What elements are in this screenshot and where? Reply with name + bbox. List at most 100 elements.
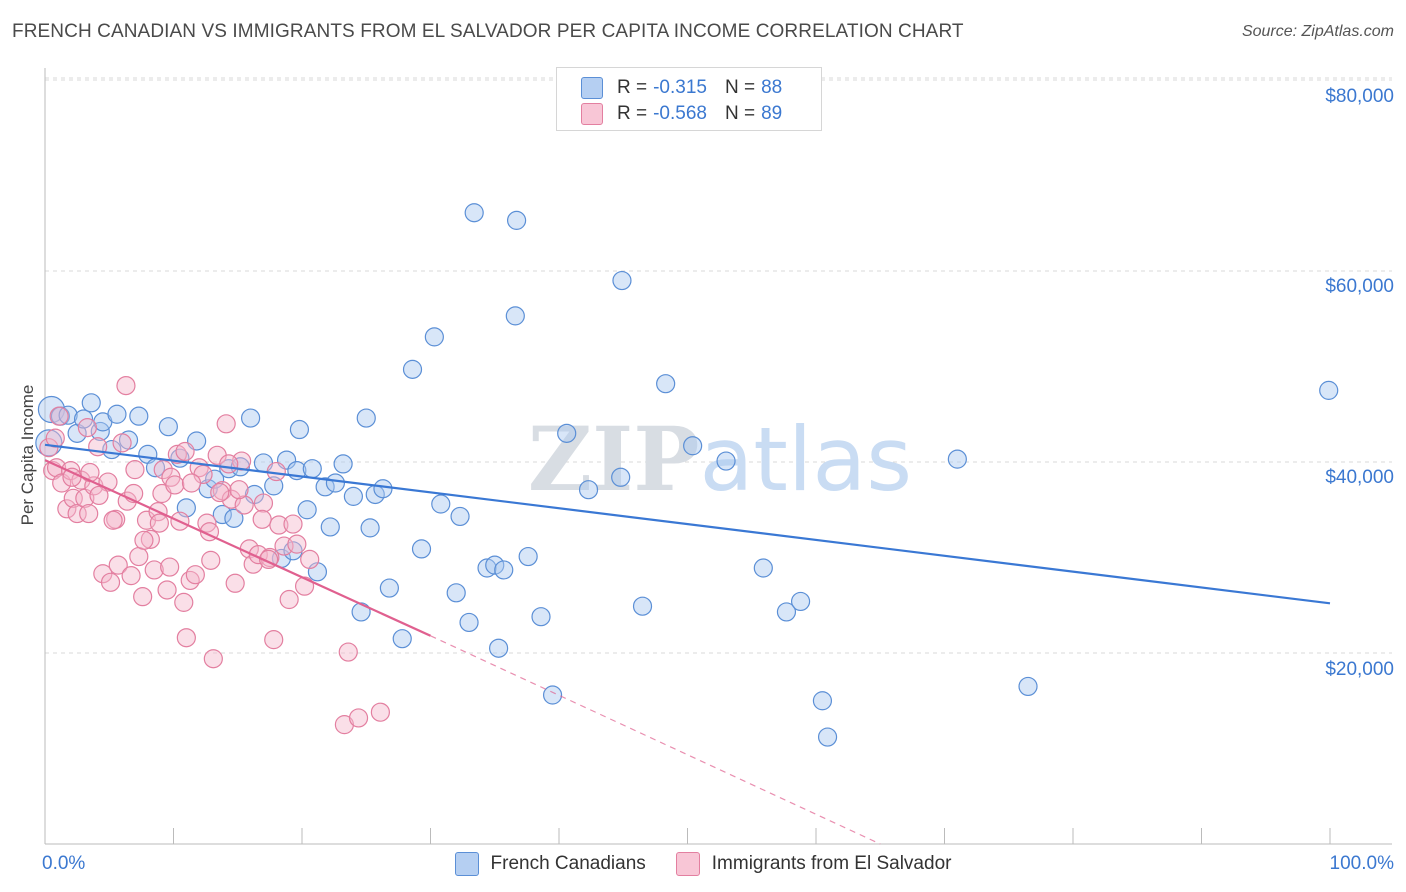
el-salvador-point (264, 630, 284, 650)
french-canadian-point (325, 473, 346, 493)
french-canadian-point (506, 210, 527, 230)
french-canadian-point (315, 477, 335, 497)
french-canadian-point (518, 546, 538, 567)
el-salvador-point (79, 503, 99, 524)
french-canadian-point (302, 459, 322, 479)
y-tick-label: $40,000 (1325, 467, 1394, 488)
french-canadian-point (158, 417, 178, 437)
legend-row-el-salvador: R = -0.568 N = 89 (581, 102, 800, 126)
french-canadian-point (360, 518, 380, 538)
el-salvador-point (77, 418, 98, 438)
el-salvador-point (185, 565, 205, 585)
chart-title: FRENCH CANADIAN VS IMMIGRANTS FROM EL SA… (12, 21, 964, 42)
el-salvador-point (112, 433, 132, 453)
series-legend-item-el-salvador: Immigrants from El Salvador (675, 852, 951, 876)
el-salvador-point (140, 529, 160, 549)
french-canadian-point (241, 408, 261, 428)
legend-n-value: 88 (761, 77, 783, 98)
french-canadian-point (224, 508, 244, 528)
french-canadian-point (464, 203, 484, 223)
el-salvador-point (252, 509, 272, 529)
french-canadian-point (431, 494, 451, 514)
el-salvador-point (253, 493, 274, 513)
french-canadian-point (264, 476, 284, 496)
legend-box: R = -0.315 N = 88 R = -0.568 N = 89 (556, 67, 822, 131)
el-salvador-point (370, 702, 390, 722)
el-salvador-point (225, 573, 245, 593)
legend-r-label: R = (617, 103, 648, 124)
el-salvador-point (129, 546, 149, 567)
el-salvador-point (167, 444, 187, 464)
el-salvador-point (133, 587, 153, 607)
french-canadian-point (356, 408, 376, 428)
series-legend: French Canadians Immigrants from El Salv… (0, 852, 1406, 876)
el-salvador-point (201, 550, 221, 570)
el-salvador-point (108, 555, 128, 575)
el-salvador-point (116, 376, 136, 396)
french-canadian-point (1018, 676, 1038, 697)
el-salvador-point (348, 708, 369, 728)
french-canadian-point (289, 419, 310, 440)
el-salvador-point (39, 438, 59, 458)
el-salvador-trendline-extension (430, 635, 881, 845)
french-canadian-point (333, 454, 353, 474)
el-salvador-point (49, 406, 69, 426)
legend-swatch-pink (581, 103, 603, 125)
french-canadian-point (392, 629, 412, 649)
french-canadian-point (489, 638, 509, 658)
el-salvador-point (57, 499, 77, 519)
el-salvador-point (269, 515, 289, 535)
french-canadian-point (351, 602, 371, 622)
el-salvador-point (153, 460, 173, 480)
el-salvador-trendline (44, 459, 431, 637)
french-canadian-point (1319, 380, 1339, 400)
el-salvador-point (229, 480, 249, 500)
french-canadian-point (485, 555, 505, 575)
french-canadian-point (790, 591, 811, 612)
french-canadian-point (459, 612, 479, 633)
el-salvador-point (134, 530, 154, 550)
el-salvador-point (234, 495, 254, 515)
el-salvador-point (338, 642, 358, 662)
french-canadian-point (947, 449, 967, 469)
french-canadian-point (450, 506, 470, 527)
el-salvador-point (63, 488, 83, 508)
el-salvador-point (149, 513, 169, 533)
el-salvador-point (203, 649, 223, 669)
french-canadian-point (542, 685, 563, 705)
el-salvador-point (216, 414, 236, 434)
french-canadian-point (612, 270, 632, 291)
y-tick-label: $20,000 (1325, 659, 1394, 680)
el-salvador-point (165, 475, 185, 495)
legend-n-label: N = (724, 103, 756, 124)
el-salvador-point (174, 592, 194, 612)
french-canadian-point (557, 423, 577, 443)
el-salvador-point (287, 534, 307, 554)
french-canadian-point (35, 429, 63, 457)
el-salvador-point (67, 503, 87, 524)
french-canadian-point (198, 479, 218, 499)
el-salvador-point (89, 485, 109, 506)
el-salvador-point (121, 566, 141, 586)
series-swatch-blue (454, 852, 479, 876)
french-canadian-point (402, 359, 423, 379)
el-salvador-point (300, 549, 320, 570)
el-salvador-point (103, 510, 123, 530)
legend-r-value: -0.315 (653, 77, 707, 98)
el-salvador-point (157, 580, 177, 600)
french-canadian-point (776, 602, 797, 622)
french-canadian-point (812, 691, 833, 711)
french-canadian-point (373, 479, 393, 499)
french-canadian-point (578, 480, 599, 500)
series-legend-item-french-canadians: French Canadians (454, 852, 646, 876)
el-salvador-point (210, 482, 230, 503)
french-canadian-point (656, 374, 676, 394)
french-canadian-point (753, 558, 773, 578)
el-salvador-point (283, 514, 303, 534)
french-canadian-point (411, 539, 432, 559)
y-tick-label: $80,000 (1325, 86, 1394, 107)
series-swatch-pink (675, 852, 700, 876)
french-canadian-point (107, 404, 127, 424)
french-canadian-point (297, 500, 317, 520)
